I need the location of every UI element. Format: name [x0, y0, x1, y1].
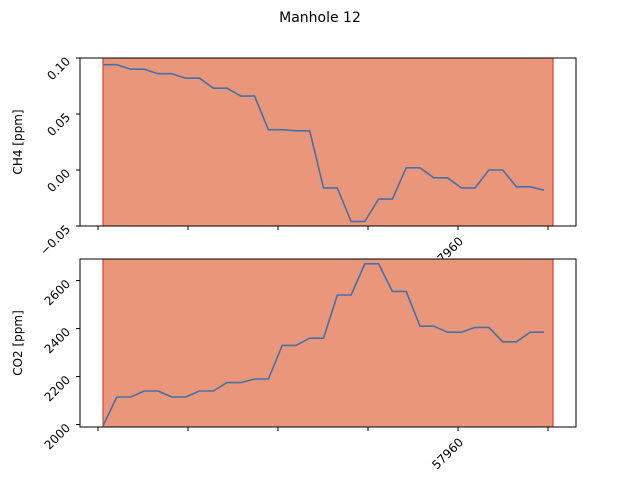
ch4-axes-frame — [79, 57, 577, 227]
co2-subplot: 2000 2200 2400 2600 57960 CO2 [ppm] — [11, 258, 577, 472]
ch4-series-line — [103, 63, 545, 223]
co2-y-ticks: 2000 2200 2400 2600 — [42, 277, 80, 452]
co2-series-line — [102, 262, 544, 427]
ch4-y-tick-label: 0.05 — [44, 110, 73, 139]
co2-y-tick-label: 2400 — [42, 325, 73, 356]
co2-shaded-region — [103, 259, 553, 427]
co2-y-tick-label: 2200 — [42, 373, 73, 404]
co2-y-axis-label: CO2 [ppm] — [11, 310, 25, 376]
ch4-y-tick-label: 0.00 — [44, 166, 73, 195]
ch4-y-tick-label: −0.05 — [37, 222, 73, 258]
ch4-y-axis-label: CH4 [ppm] — [11, 109, 25, 174]
figure-title: Manhole 12 — [279, 10, 361, 26]
ch4-y-tick-label: 0.10 — [44, 54, 73, 83]
co2-axes-frame — [79, 258, 577, 428]
co2-x-ticks: 57960 — [97, 427, 549, 472]
ch4-y-ticks: −0.05 0.00 0.05 0.10 — [37, 54, 80, 258]
co2-x-tick-label: 57960 — [429, 435, 466, 472]
co2-y-tick-label: 2600 — [42, 277, 73, 308]
ch4-subplot: −0.050.000.050.10 57960 CH4 [ppm] — [11, 54, 577, 271]
co2-y-tick-label: 2000 — [42, 421, 73, 452]
ch4-shaded-region — [103, 58, 553, 226]
